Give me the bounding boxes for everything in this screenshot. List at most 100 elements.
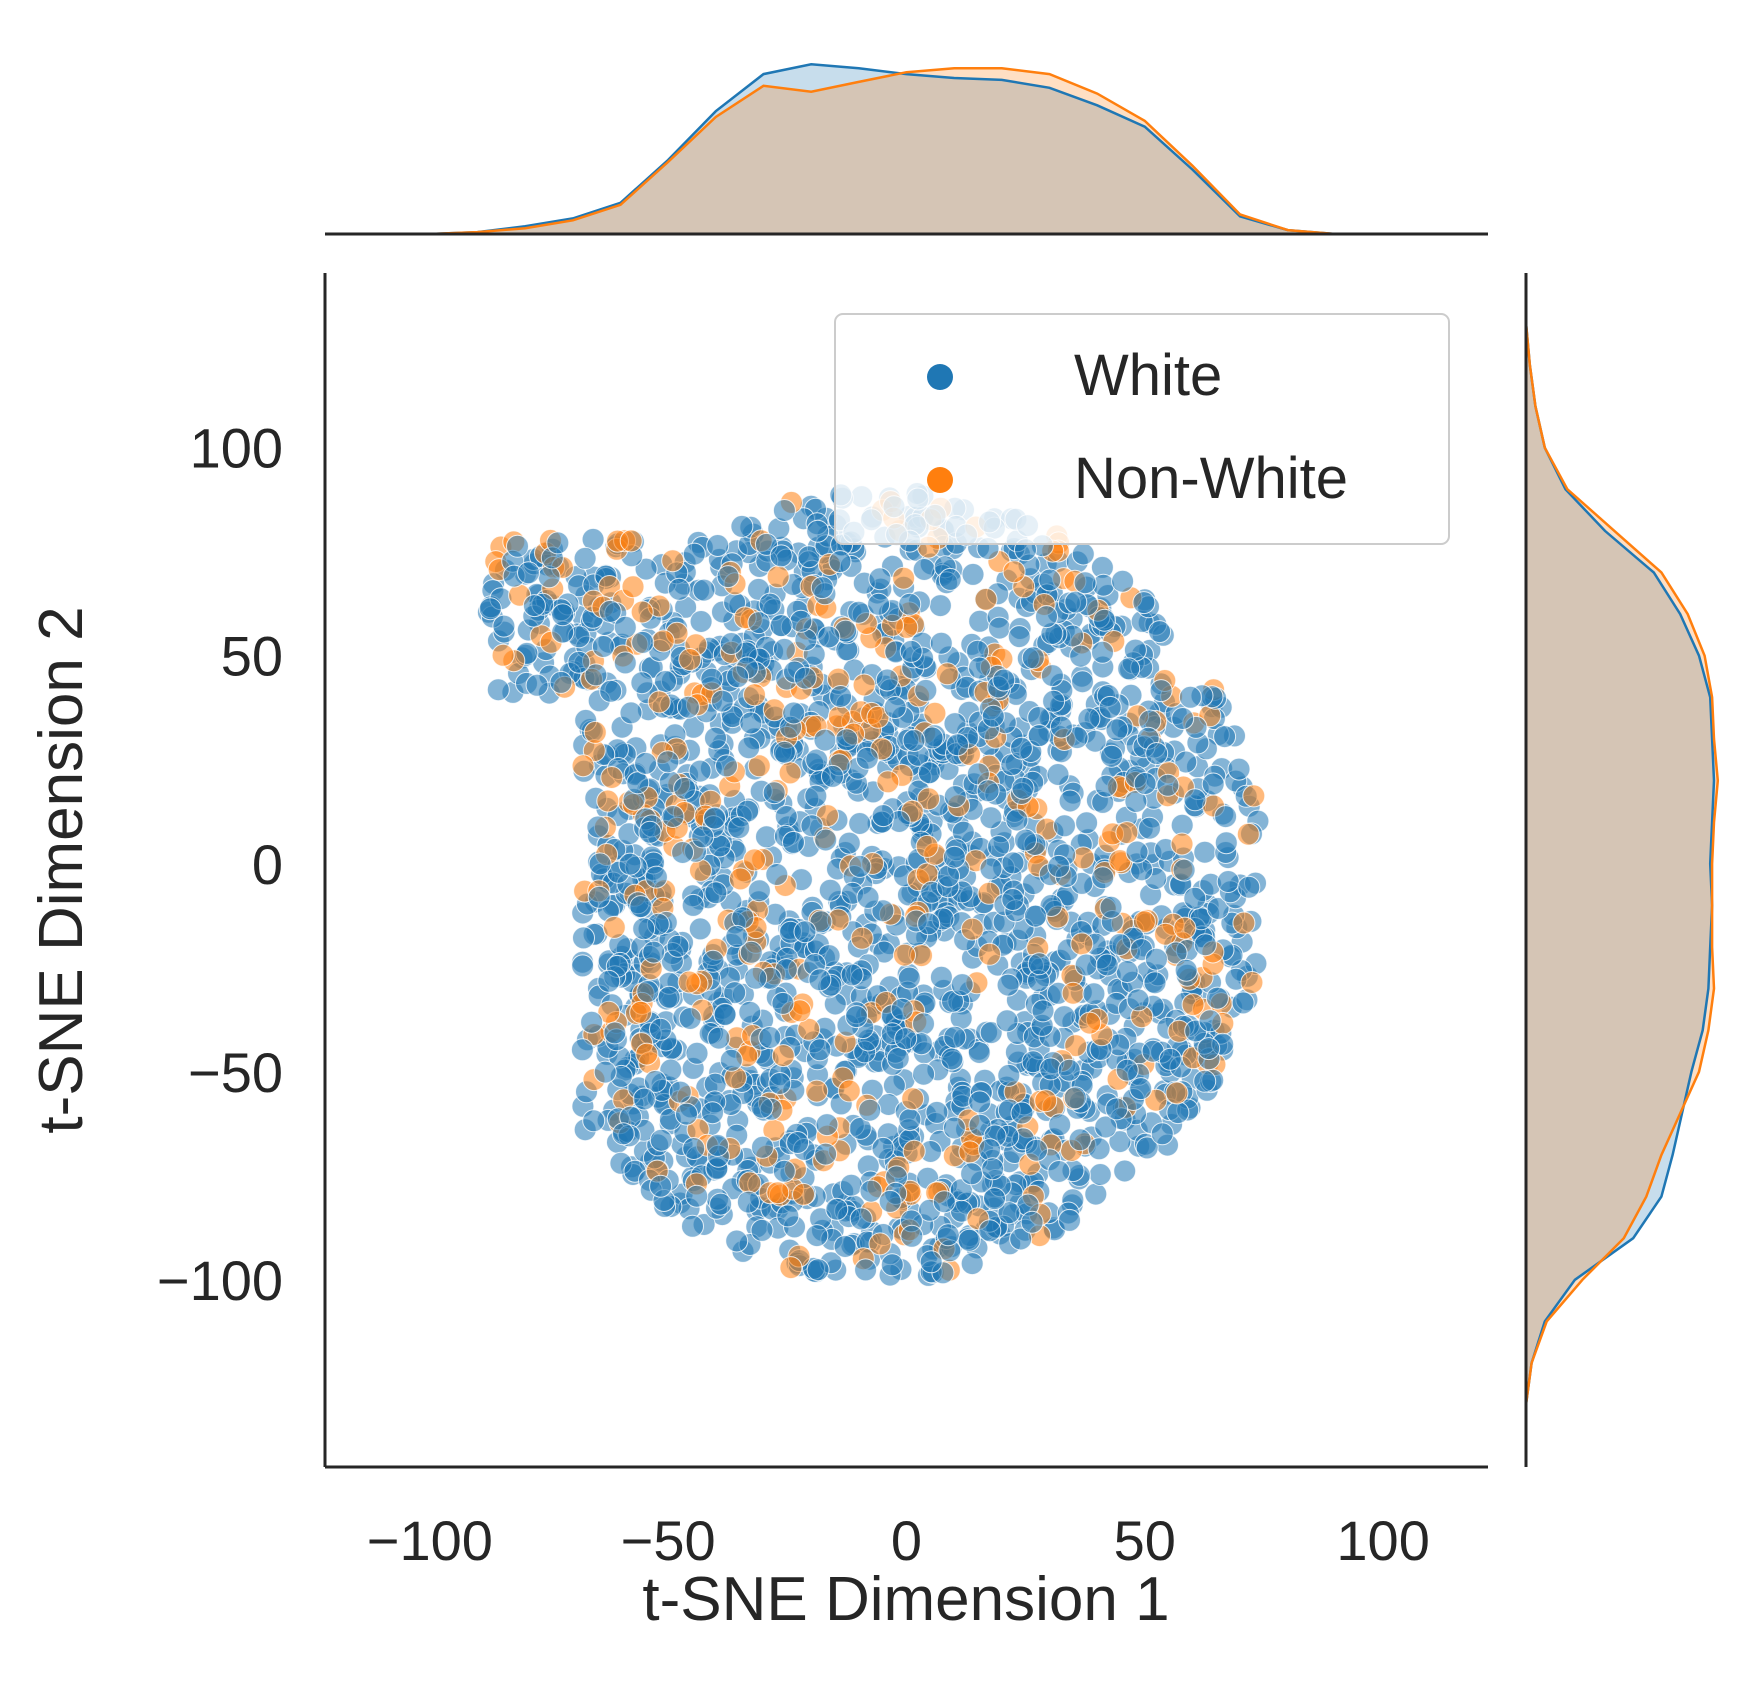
data-point (598, 599, 622, 623)
data-point (848, 1116, 872, 1140)
data-point (1205, 986, 1229, 1010)
data-point (1063, 1086, 1087, 1110)
data-point (1014, 828, 1037, 852)
series-white (478, 483, 1267, 1285)
x-tick-labels: −100 −50 0 50 100 (367, 1509, 1430, 1572)
data-point (992, 668, 1016, 692)
data-point (1088, 1163, 1112, 1186)
data-point (866, 705, 890, 729)
data-point (897, 966, 921, 990)
data-point (943, 785, 967, 809)
y-tick-label: 0 (252, 833, 283, 896)
data-point (486, 678, 510, 702)
data-point (1009, 736, 1033, 760)
data-point (1115, 1058, 1139, 1082)
data-point (829, 685, 853, 708)
legend-frame (834, 313, 1450, 545)
data-point (1064, 590, 1088, 614)
data-point (682, 542, 706, 566)
data-point (709, 1192, 733, 1216)
data-point (810, 576, 834, 600)
data-point (598, 575, 621, 598)
data-point (776, 1204, 800, 1228)
data-point (656, 750, 680, 774)
data-point (730, 514, 754, 538)
data-point (1197, 1037, 1221, 1061)
data-point (912, 1062, 936, 1086)
data-point (898, 592, 922, 616)
data-point (678, 1007, 702, 1030)
data-point (1087, 1137, 1111, 1161)
data-point (958, 1140, 982, 1164)
data-point (902, 1139, 926, 1163)
data-point (800, 814, 824, 838)
data-point (1064, 1034, 1088, 1058)
data-point (766, 565, 790, 589)
data-point (978, 1219, 1002, 1243)
top-marginal-kde (429, 63, 1336, 236)
data-point (983, 1187, 1006, 1211)
data-point (898, 1108, 922, 1132)
legend-label-non-white: Non-White (1074, 446, 1348, 511)
data-point (1094, 1115, 1118, 1139)
data-point (726, 665, 750, 689)
data-point (940, 1047, 964, 1071)
data-point (1236, 822, 1260, 846)
data-point (974, 587, 998, 611)
data-point (960, 1252, 984, 1276)
data-point (875, 668, 899, 692)
data-point (848, 812, 872, 835)
data-point (738, 1000, 762, 1024)
data-point (630, 671, 654, 695)
data-point (814, 1142, 838, 1166)
data-point (899, 639, 923, 663)
data-point (1174, 958, 1198, 982)
data-point (611, 1122, 635, 1146)
data-point (1126, 988, 1150, 1012)
data-point (968, 656, 991, 680)
y-tick-label: −100 (157, 1249, 283, 1312)
data-point (750, 1095, 774, 1119)
data-point (1042, 689, 1066, 713)
data-point (1124, 790, 1148, 813)
data-point (997, 1201, 1021, 1225)
data-point (772, 637, 796, 661)
data-point (704, 881, 728, 905)
data-point (677, 970, 701, 994)
data-point (1232, 911, 1256, 935)
data-point (772, 1159, 796, 1183)
data-point (902, 729, 926, 752)
data-point (587, 885, 611, 909)
data-point (769, 614, 793, 638)
data-point (691, 825, 715, 849)
data-point (632, 917, 656, 941)
data-point (979, 857, 1003, 881)
legend: White Non-White (834, 313, 1450, 545)
data-point (871, 804, 895, 828)
data-point (848, 854, 872, 878)
data-point (1129, 1077, 1153, 1101)
data-point (950, 973, 974, 997)
data-point (593, 1060, 617, 1084)
data-point (772, 499, 796, 522)
data-point (1125, 840, 1149, 864)
data-point (946, 733, 969, 757)
data-point (1242, 784, 1266, 808)
data-point (638, 820, 662, 844)
data-point (813, 728, 837, 752)
data-point (1047, 1160, 1071, 1183)
data-point (892, 566, 916, 590)
data-point (1057, 1058, 1081, 1082)
data-point (778, 761, 802, 785)
data-point (1047, 854, 1071, 878)
data-point (1073, 571, 1097, 595)
data-point (1193, 933, 1217, 957)
data-point (914, 678, 938, 702)
data-point (739, 711, 763, 735)
data-point (588, 852, 612, 876)
data-point (1214, 831, 1238, 855)
data-point (700, 667, 724, 691)
data-point (1053, 814, 1076, 838)
data-point (701, 1101, 724, 1125)
data-point (618, 852, 642, 876)
